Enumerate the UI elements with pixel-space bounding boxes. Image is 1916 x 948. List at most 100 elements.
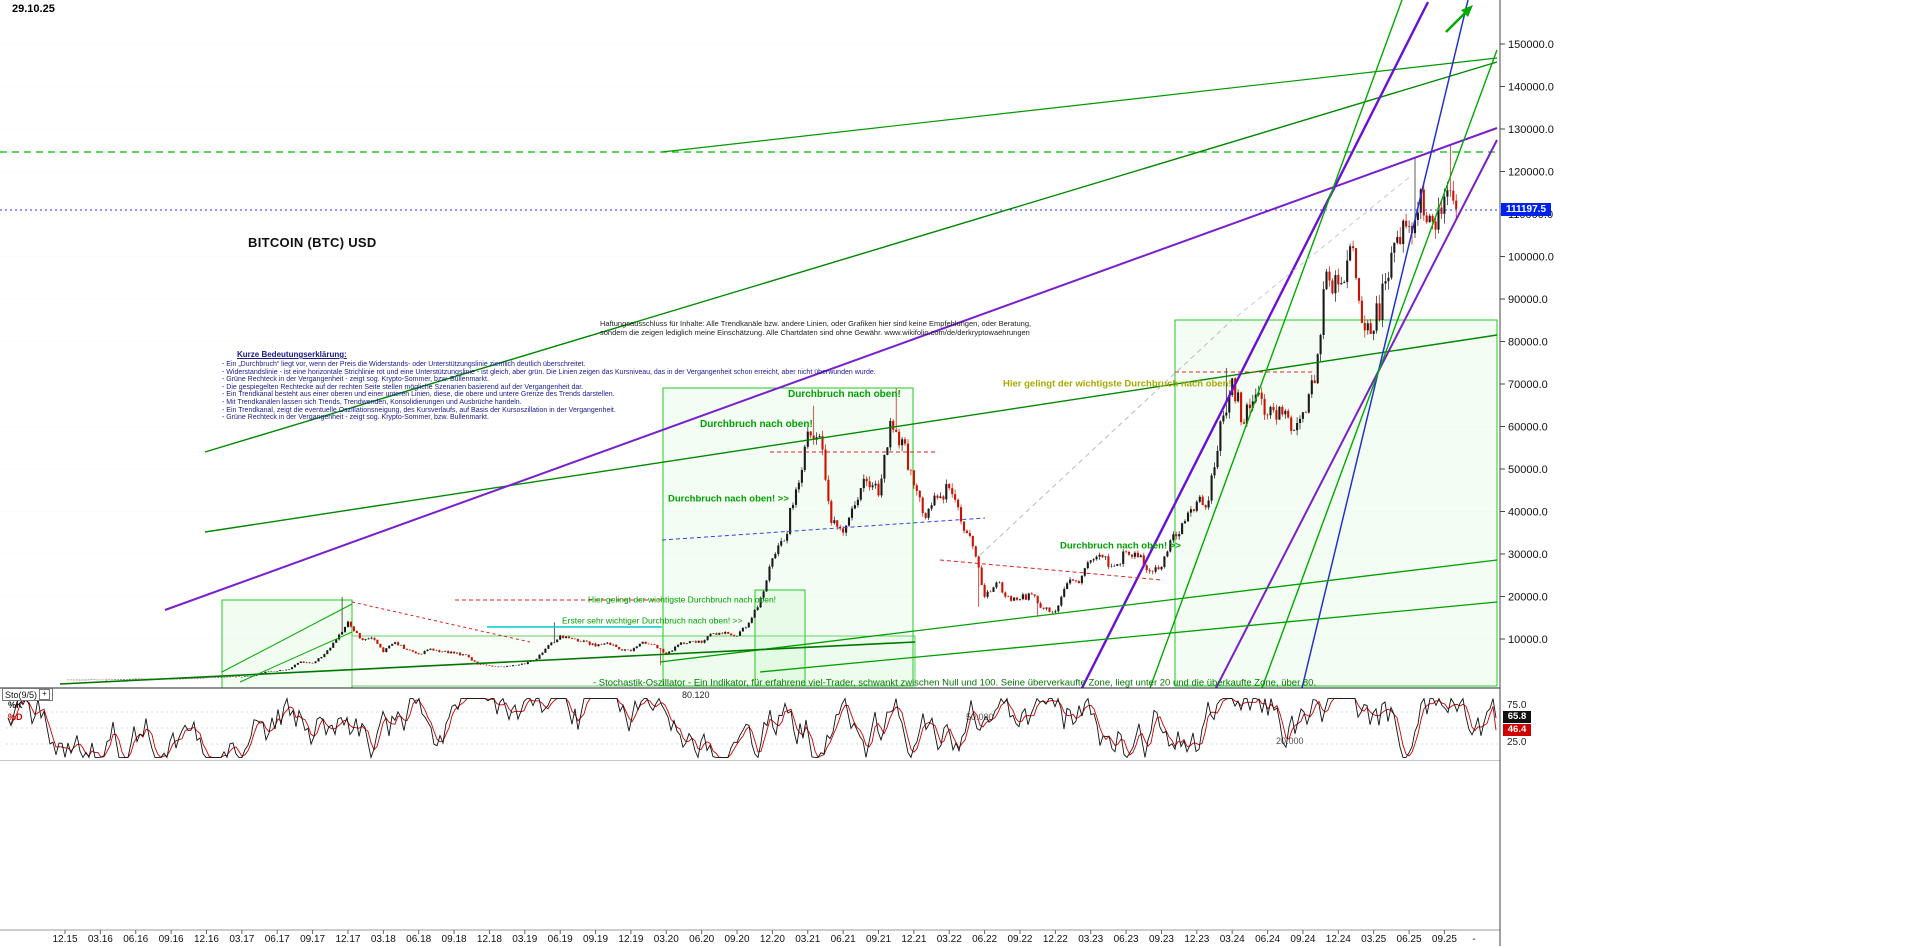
x-axis-label: 09.19 bbox=[583, 934, 609, 945]
up-arrow-icon bbox=[1445, 12, 1466, 33]
disclaimer-line: Haftungsausschluss für Inhalte: Alle Tre… bbox=[600, 319, 1032, 328]
legend-line: - Ein Trendkanal besteht aus einer obere… bbox=[222, 391, 615, 399]
x-axis-label: 03.25 bbox=[1361, 934, 1387, 945]
y-axis-label: 10000.0 bbox=[1508, 634, 1548, 646]
candles-up-bodies bbox=[78, 189, 1449, 681]
scenario-dashed-gray-2 bbox=[1229, 174, 1413, 323]
x-axis-label: 06.19 bbox=[547, 934, 573, 945]
chart-annotation: Hier gelingt der wichtigste Durchbruch n… bbox=[1003, 379, 1232, 390]
trend-line-violet-steep bbox=[1080, 1, 1430, 689]
y-axis-label: 140000.0 bbox=[1508, 81, 1554, 93]
x-axis-label: 06.25 bbox=[1396, 934, 1422, 945]
x-axis-label: 09.23 bbox=[1148, 934, 1174, 945]
x-axis-label: 06.17 bbox=[264, 934, 290, 945]
trend-channel-green-steep-left bbox=[1149, 0, 1403, 689]
support-line-green-early bbox=[59, 641, 916, 685]
x-axis-label: 09.25 bbox=[1431, 934, 1457, 945]
x-axis-label: 06.18 bbox=[406, 934, 432, 945]
indicator-label: Sto(9/5) bbox=[5, 689, 38, 700]
y-axis-label: 70000.0 bbox=[1508, 379, 1548, 391]
trend-line-blue-steep bbox=[1301, 0, 1469, 689]
x-axis-label: 09.18 bbox=[441, 934, 467, 945]
scenario-dashed-gray-1 bbox=[979, 321, 1231, 556]
x-axis-end-label: - bbox=[1472, 934, 1476, 945]
chart-annotation: Durchbruch nach oben! >> bbox=[668, 494, 789, 505]
x-axis-label: 06.23 bbox=[1113, 934, 1139, 945]
legend-line: - Grüne Rechteck in der Vergangenheit - … bbox=[222, 376, 489, 384]
x-axis-label: 03.19 bbox=[512, 934, 538, 945]
scenario-box-2023-25 bbox=[1174, 319, 1498, 687]
legend-heading: Kurze Bedeutungserklärung: bbox=[237, 350, 347, 359]
support-line-green-2 bbox=[759, 601, 1498, 673]
y-axis-label: 120000.0 bbox=[1508, 166, 1554, 178]
x-axis-label: 03.23 bbox=[1078, 934, 1104, 945]
x-axis-label: 12.22 bbox=[1042, 934, 1068, 945]
stochastic-d-label: %D bbox=[8, 712, 23, 722]
resistance-dashed-2018 bbox=[351, 601, 531, 643]
legend-line: - Die gespiegelten Rechtecke auf der rec… bbox=[222, 383, 584, 391]
y-axis-label: 90000.0 bbox=[1508, 294, 1548, 306]
chart-annotation: 20.000 bbox=[1276, 736, 1304, 746]
up-arrow-head-icon bbox=[1461, 5, 1473, 17]
legend-line: - Ein „Durchbruch“ liegt vor, wenn der P… bbox=[222, 361, 586, 368]
x-axis-label: 12.18 bbox=[476, 934, 502, 945]
x-axis-label: 12.20 bbox=[759, 934, 785, 945]
chart-annotation: Durchbruch nach oben! bbox=[788, 389, 901, 400]
support-line-green-1 bbox=[659, 559, 1498, 663]
stochastic-k-line bbox=[7, 696, 1497, 760]
resistance-dashed-2022 bbox=[939, 559, 1163, 581]
chart-annotation: - Stochastik-Oszillator - Ein Indikator,… bbox=[593, 678, 1316, 689]
x-axis-label: 06.22 bbox=[972, 934, 998, 945]
disclaimer-line: sondern die zeigen lediglich meine Einsc… bbox=[600, 327, 1030, 337]
x-axis-label: 06.16 bbox=[123, 934, 149, 945]
y-axis-label: 80000.0 bbox=[1508, 336, 1548, 348]
indicator-add-button[interactable]: + bbox=[39, 689, 51, 700]
y-axis-label: 40000.0 bbox=[1508, 506, 1548, 518]
x-axis-label: 06.24 bbox=[1255, 934, 1281, 945]
chart-annotation: Durchbruch nach oben! bbox=[700, 419, 813, 430]
legend-line: - Ein Trendkanal, zeigt die eventuelle O… bbox=[222, 406, 616, 414]
legend-line: - Mit Trendkanälen lassen sich Trends, T… bbox=[222, 398, 522, 406]
x-axis-label: 12.17 bbox=[335, 934, 361, 945]
chart-annotation: Durchbruch nach oben! >> bbox=[1060, 541, 1181, 552]
y-axis-label: 130000.0 bbox=[1508, 124, 1554, 136]
x-axis-label: 09.17 bbox=[300, 934, 326, 945]
x-axis-label: 12.15 bbox=[52, 934, 78, 945]
stochastic-k-value-badge: 65.8 bbox=[1503, 711, 1531, 723]
x-axis-label: 12.23 bbox=[1184, 934, 1210, 945]
x-axis-label: 12.24 bbox=[1325, 934, 1351, 945]
y-axis-label: 150000.0 bbox=[1508, 39, 1554, 51]
indicator-header: Sto(9/5) + bbox=[2, 688, 54, 701]
x-axis-label: 03.16 bbox=[87, 934, 113, 945]
x-axis-label: 12.19 bbox=[618, 934, 644, 945]
consolidation-box bbox=[351, 635, 916, 687]
trend-line-violet-steep-2 bbox=[1215, 139, 1498, 689]
x-axis-label: 09.21 bbox=[865, 934, 892, 945]
x-axis-label: 09.20 bbox=[724, 934, 750, 945]
y-axis-label: 60000.0 bbox=[1508, 421, 1548, 433]
x-axis-label: 12.21 bbox=[901, 934, 927, 945]
trend-line-green-major-upper bbox=[204, 61, 1498, 453]
legend-line: - Grüne Rechteck in der Vergangenheit - … bbox=[222, 414, 489, 422]
legend-block: Kurze Bedeutungserklärung: - Ein „Durchb… bbox=[222, 350, 876, 422]
x-axis-label: 09.22 bbox=[1007, 934, 1033, 945]
chart-title: BITCOIN (BTC) USD bbox=[248, 235, 377, 250]
x-axis-label: 03.21 bbox=[795, 934, 821, 945]
x-axis-label: 09.24 bbox=[1290, 934, 1316, 945]
x-axis-label: 03.24 bbox=[1219, 934, 1245, 945]
candles-down-bodies bbox=[66, 189, 1458, 681]
chart-annotation: Erster sehr wichtiger Durchbruch nach ob… bbox=[562, 616, 743, 626]
x-axis-label: 06.21 bbox=[830, 934, 856, 945]
oscillator-lower-label: 25.0 bbox=[1507, 737, 1527, 748]
x-axis-label: 03.22 bbox=[936, 934, 962, 945]
chart-annotation: 80.120 bbox=[682, 690, 710, 700]
y-axis-label: 100000.0 bbox=[1508, 251, 1554, 263]
x-axis-label: 06.20 bbox=[689, 934, 715, 945]
x-axis-label: 03.20 bbox=[653, 934, 679, 945]
trend-line-green-major-lower bbox=[204, 334, 1498, 533]
chart-annotation: 50.000 bbox=[966, 712, 994, 722]
mini-channel-2017-b bbox=[239, 631, 353, 683]
trend-channel-green-steep-right bbox=[1261, 49, 1498, 689]
trend-dashed-blue-mid bbox=[661, 517, 986, 541]
